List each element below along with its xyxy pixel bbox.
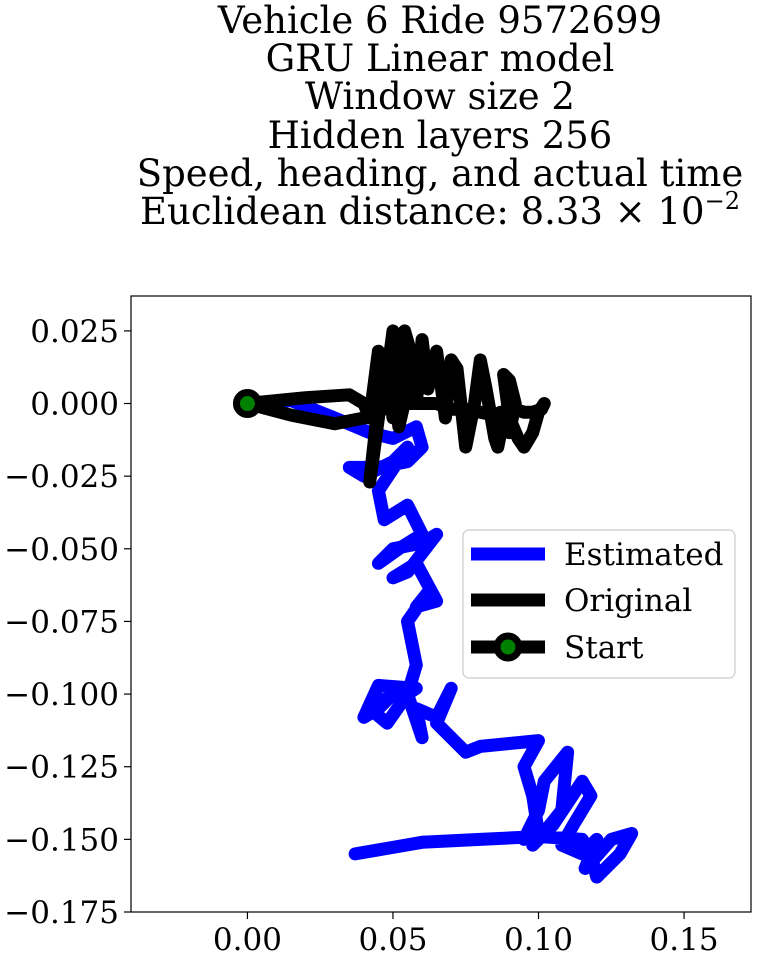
y-tick-label: −0.150 (4, 822, 119, 858)
x-tick-label: 0.15 (650, 922, 719, 958)
y-tick-label: 0.000 (30, 387, 119, 423)
y-tick-label: −0.075 (4, 604, 119, 640)
title-line-4: Hidden layers 256 (267, 113, 613, 157)
y-tick-label: 0.025 (30, 314, 119, 350)
axis-ticks: 0.00 0.05 0.10 0.15 0.025 0.000 −0.025 −0.050 −0… (4, 314, 718, 958)
title-line-1: Vehicle 6 Ride 9572699 (217, 0, 663, 42)
x-tick-label: 0.10 (504, 922, 573, 958)
series-line-estimated (240, 394, 639, 884)
title-line-6: Euclidean distance: 8.33 × 10−2 (0, 189, 759, 234)
chart-title: Vehicle 6 Ride 9572699 GRU Linear model … (0, 0, 759, 234)
y-tick-label: −0.025 (4, 459, 119, 495)
y-tick-label: −0.125 (4, 750, 119, 786)
title-distance-text: Euclidean distance: 8.33 × 10 (140, 190, 705, 234)
series-line-original (240, 324, 551, 489)
title-line-2: GRU Linear model (265, 37, 615, 81)
legend-estimated-label: Estimated (564, 537, 723, 573)
legend-start-marker (493, 632, 523, 662)
title-line-3: Window size 2 (305, 75, 575, 119)
title-distance-exponent: −2 (704, 187, 740, 216)
x-tick-label: 0.05 (358, 922, 427, 958)
series-layer (232, 324, 639, 884)
y-tick-label: −0.175 (4, 895, 119, 931)
y-tick-label: −0.100 (4, 677, 119, 713)
x-tick-label: 0.00 (213, 922, 282, 958)
plot-frame (130, 295, 752, 913)
legend: Estimated Original Start (462, 529, 736, 679)
y-tick-label: −0.050 (4, 532, 119, 568)
legend-original-label: Original (564, 583, 692, 619)
start-marker (232, 389, 262, 419)
legend-start-label: Start (564, 630, 644, 666)
title-line-5: Speed, heading, and actual time (136, 151, 744, 195)
